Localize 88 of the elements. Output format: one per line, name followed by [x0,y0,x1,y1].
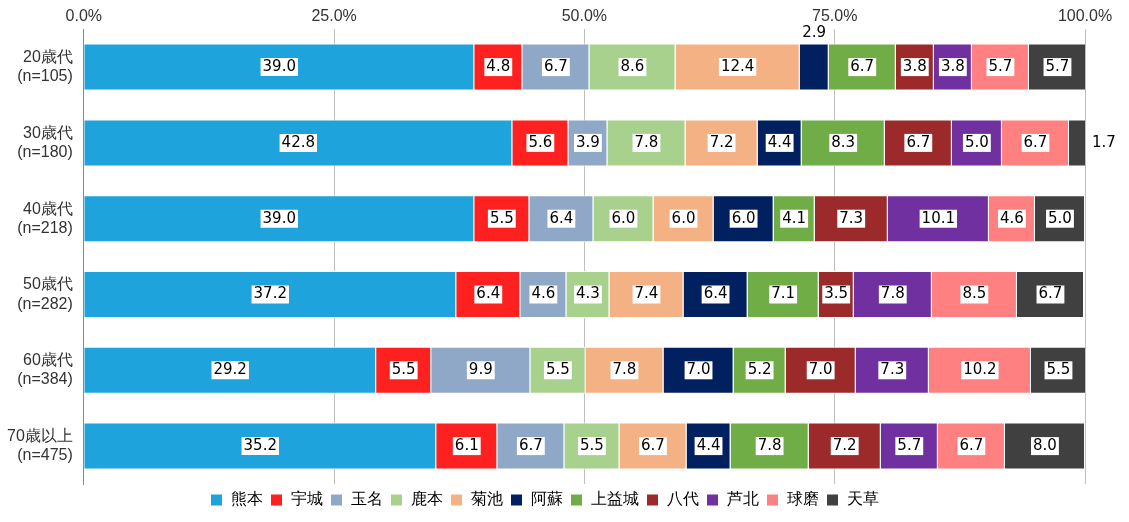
data-label: 3.9 [575,132,600,151]
data-label: 7.8 [880,284,905,303]
data-label: 6.1 [454,435,479,454]
data-label: 5.7 [1045,56,1070,75]
legend-label: 玉名 [350,490,383,508]
data-label: 12.4 [720,56,755,75]
data-label: 5.5 [579,435,604,454]
y-tick-label: 40歳代 (n=218) [17,199,73,236]
data-label: 6.4 [476,284,501,303]
data-label: 8.6 [620,56,645,75]
data-label: 2.9 [802,23,827,42]
y-tick-label: 20歳代 (n=105) [17,47,73,85]
data-label: 6.7 [641,435,665,454]
data-label: 42.8 [281,132,316,151]
y-tick-label: 60歳代 (n=384) [17,351,73,388]
data-label: 6.7 [518,435,543,454]
data-label: 5.5 [489,208,514,227]
data-label: 8.0 [1033,435,1057,454]
data-label: 7.8 [612,360,637,379]
data-label: 5.0 [1048,208,1072,227]
data-label: 8.3 [831,132,856,151]
data-label: 5.0 [964,132,989,151]
data-label: 7.8 [757,435,782,454]
data-label: 29.2 [213,360,247,379]
data-label: 4.4 [767,132,792,151]
legend-label: 菊池 [470,490,503,508]
data-label: 6.7 [543,56,568,75]
data-label: 4.3 [575,284,600,303]
data-label: 6.0 [611,208,636,227]
data-label: 9.9 [468,360,493,379]
data-label: 5.5 [391,360,416,379]
y-tick-label: 50歳代 (n=282) [17,275,73,312]
legend-label: 宇城 [290,490,323,508]
legend-label: 熊本 [230,490,263,508]
data-label: 7.8 [634,132,659,151]
data-label: 6.7 [906,132,931,151]
data-label: 6.7 [1023,132,1048,151]
data-label: 6.0 [731,208,756,227]
y-tick-label: 70歳以上 (n=475) [7,426,73,464]
data-label: 7.4 [634,284,659,303]
data-label: 5.6 [528,132,553,151]
y-tick-label: 30歳代 (n=180) [17,123,73,160]
data-label: 4.4 [696,435,721,454]
data-label: 6.7 [1038,284,1063,303]
data-label: 8.5 [962,284,987,303]
data-label: 10.1 [921,208,956,227]
data-label: 7.0 [686,360,711,379]
data-label: 4.1 [782,208,807,227]
data-label: 3.5 [824,284,849,303]
data-label: 6.4 [703,284,728,303]
data-label: 39.0 [262,56,296,75]
legend-label: 球磨 [786,490,819,508]
data-label: 7.2 [709,132,734,151]
data-label: 4.6 [531,284,556,303]
x-tick-label: 0.0% [65,7,103,25]
x-tick-label: 25.0% [311,7,357,25]
data-label: 3.8 [902,56,927,75]
data-label: 5.7 [897,435,922,454]
data-label: 7.2 [832,435,857,454]
data-label: 7.3 [880,360,905,379]
legend-label: 上益城 [590,490,639,508]
data-label: 6.4 [549,208,574,227]
data-label: 5.5 [545,360,570,379]
data-label: 6.7 [959,435,984,454]
legend-label: 天草 [846,490,879,508]
data-label: 4.6 [999,208,1024,227]
data-label: 5.2 [747,360,772,379]
data-label: 1.7 [1092,132,1116,151]
data-label: 5.5 [1046,360,1071,379]
data-label: 10.2 [963,360,997,379]
legend-label: 鹿本 [410,490,443,508]
data-label: 35.2 [243,435,277,454]
data-label: 37.2 [253,284,287,303]
data-label: 7.1 [771,284,796,303]
legend-label: 芦北 [726,490,759,508]
data-label: 7.3 [839,208,864,227]
legend-label: 阿蘇 [530,490,563,508]
data-label: 5.7 [988,56,1013,75]
data-label: 39.0 [262,208,296,227]
x-tick-label: 100.0% [1057,7,1113,25]
x-tick-label: 75.0% [812,7,858,25]
data-label: 6.0 [671,208,696,227]
data-label: 3.8 [940,56,965,75]
x-tick-label: 50.0% [561,7,608,25]
data-label: 6.7 [850,56,875,75]
data-label: 4.8 [486,56,511,75]
data-label: 7.0 [808,360,833,379]
legend-label: 八代 [666,490,699,508]
